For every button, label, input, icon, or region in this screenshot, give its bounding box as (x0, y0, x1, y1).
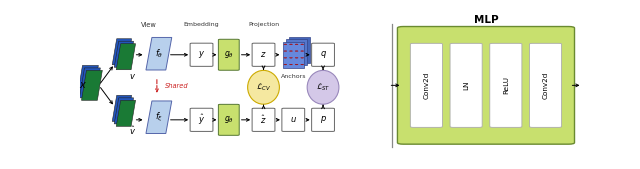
Circle shape (295, 57, 298, 58)
Polygon shape (79, 68, 100, 98)
Circle shape (295, 51, 298, 52)
Polygon shape (146, 38, 172, 70)
Polygon shape (116, 44, 136, 70)
FancyBboxPatch shape (252, 43, 275, 66)
Text: $v$: $v$ (129, 72, 136, 81)
Text: $g_\theta$: $g_\theta$ (224, 49, 234, 60)
Text: $\hat{v}$: $\hat{v}$ (129, 124, 136, 137)
Polygon shape (114, 98, 134, 124)
Polygon shape (114, 41, 134, 67)
Circle shape (301, 64, 304, 65)
Circle shape (284, 44, 287, 45)
FancyBboxPatch shape (312, 108, 335, 131)
Circle shape (295, 44, 298, 45)
Text: ReLU: ReLU (503, 76, 509, 94)
FancyBboxPatch shape (286, 39, 307, 65)
Text: $g_\theta$: $g_\theta$ (224, 114, 234, 125)
FancyBboxPatch shape (529, 43, 562, 127)
Polygon shape (112, 39, 132, 65)
Text: $x$: $x$ (79, 80, 87, 90)
Circle shape (295, 64, 298, 65)
Circle shape (289, 44, 292, 45)
Text: $\mathcal{L}_{CV}$: $\mathcal{L}_{CV}$ (256, 82, 271, 93)
Text: $f_\theta$: $f_\theta$ (155, 47, 163, 60)
FancyBboxPatch shape (282, 108, 305, 131)
Text: $y$: $y$ (198, 49, 205, 60)
Polygon shape (81, 70, 102, 100)
FancyBboxPatch shape (410, 43, 442, 127)
Polygon shape (112, 95, 132, 121)
Circle shape (301, 51, 304, 52)
Text: Conv2d: Conv2d (543, 72, 548, 99)
Text: Shared: Shared (165, 83, 189, 89)
Circle shape (289, 51, 292, 52)
Polygon shape (77, 65, 99, 95)
Circle shape (301, 57, 304, 58)
FancyBboxPatch shape (450, 43, 482, 127)
Text: Anchors: Anchors (280, 74, 306, 79)
FancyBboxPatch shape (252, 108, 275, 131)
FancyBboxPatch shape (190, 108, 213, 131)
Text: $q$: $q$ (319, 49, 326, 60)
Polygon shape (146, 101, 172, 134)
Circle shape (301, 44, 304, 45)
Text: MLP: MLP (474, 15, 499, 25)
Text: $\hat{z}$: $\hat{z}$ (260, 114, 267, 126)
Text: View: View (141, 22, 156, 29)
Text: Embedding: Embedding (184, 22, 220, 27)
Polygon shape (116, 100, 136, 126)
Circle shape (289, 57, 292, 58)
Circle shape (289, 64, 292, 65)
Text: $f_\xi$: $f_\xi$ (155, 111, 163, 124)
Ellipse shape (248, 70, 280, 104)
FancyBboxPatch shape (490, 43, 522, 127)
Circle shape (284, 64, 287, 65)
FancyBboxPatch shape (218, 104, 239, 135)
Text: $u$: $u$ (290, 115, 297, 124)
Text: $p$: $p$ (319, 114, 326, 125)
Text: Projection: Projection (248, 22, 279, 27)
FancyBboxPatch shape (283, 42, 304, 68)
FancyBboxPatch shape (312, 43, 335, 66)
Text: $\mathcal{L}_{ST}$: $\mathcal{L}_{ST}$ (316, 82, 330, 93)
FancyBboxPatch shape (289, 37, 310, 63)
Text: $z$: $z$ (260, 50, 267, 59)
Text: $\hat{y}$: $\hat{y}$ (198, 113, 205, 127)
FancyBboxPatch shape (190, 43, 213, 66)
FancyBboxPatch shape (218, 39, 239, 70)
Text: LN: LN (463, 81, 469, 90)
Circle shape (284, 57, 287, 58)
Ellipse shape (307, 70, 339, 104)
Circle shape (284, 51, 287, 52)
FancyBboxPatch shape (397, 27, 575, 144)
Text: Conv2d: Conv2d (424, 72, 429, 99)
